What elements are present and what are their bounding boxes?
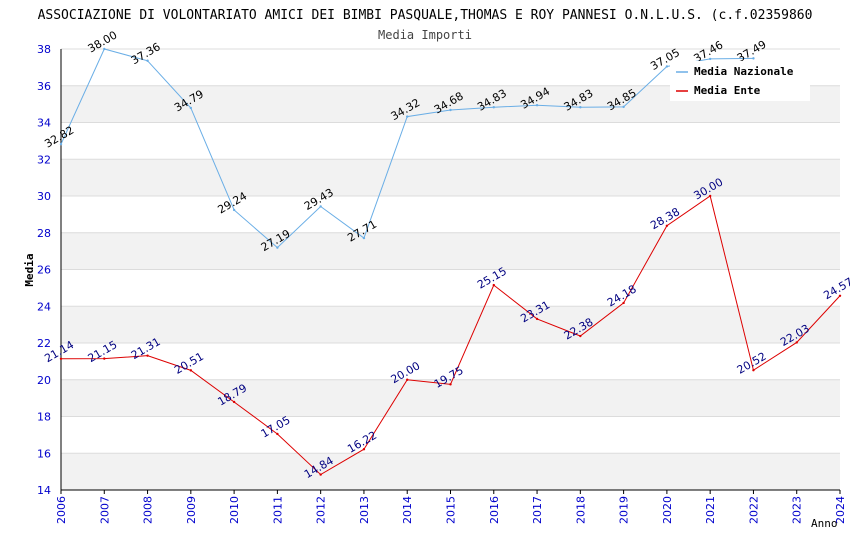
data-point bbox=[59, 142, 63, 146]
x-tick-label: 2009 bbox=[185, 496, 198, 524]
data-point bbox=[579, 334, 582, 338]
data-point bbox=[146, 59, 149, 62]
x-tick-label: 2010 bbox=[228, 496, 241, 524]
data-point bbox=[752, 57, 755, 60]
data-point bbox=[319, 473, 322, 476]
data-point bbox=[406, 378, 409, 381]
series-lines bbox=[59, 47, 842, 476]
data-point bbox=[319, 205, 322, 208]
y-tick-label: 20 bbox=[37, 374, 51, 387]
x-tick-label: 2016 bbox=[488, 496, 501, 524]
y-tick-label: 18 bbox=[37, 411, 51, 424]
data-point bbox=[103, 357, 106, 360]
plot-band bbox=[61, 379, 840, 417]
x-tick-label: 2019 bbox=[618, 496, 631, 524]
x-tick-label: 2020 bbox=[661, 496, 674, 524]
y-tick-label: 30 bbox=[37, 190, 51, 203]
y-tick-label: 26 bbox=[37, 264, 51, 277]
data-point bbox=[103, 47, 106, 51]
x-tick-label: 2013 bbox=[358, 496, 371, 524]
x-tick-label: 2007 bbox=[98, 496, 111, 524]
data-point bbox=[579, 106, 582, 109]
legend-box bbox=[670, 61, 810, 101]
plot-band bbox=[61, 416, 840, 454]
x-tick-label: 2012 bbox=[315, 496, 328, 524]
x-tick-label: 2015 bbox=[445, 496, 458, 524]
chart-subtitle: Media Importi bbox=[378, 28, 472, 42]
data-point bbox=[232, 208, 236, 212]
data-point bbox=[492, 283, 495, 287]
data-point bbox=[449, 108, 452, 112]
data-point bbox=[232, 400, 236, 404]
x-axis-label: Anno bbox=[811, 517, 838, 530]
y-tick-label: 38 bbox=[37, 43, 51, 56]
legend: Media Nazionale Media Ente bbox=[670, 61, 810, 101]
data-point bbox=[492, 106, 495, 109]
legend-label-media-ente: Media Ente bbox=[694, 84, 761, 97]
x-tick-label: 2014 bbox=[401, 496, 414, 524]
x-tick-label: 2022 bbox=[747, 496, 760, 524]
data-point bbox=[276, 246, 279, 249]
x-tick-label: 2017 bbox=[531, 496, 544, 524]
y-tick-label: 16 bbox=[37, 447, 51, 460]
plot-band bbox=[61, 122, 840, 160]
plot-band bbox=[61, 453, 840, 490]
y-tick-label: 24 bbox=[37, 300, 51, 313]
data-point bbox=[622, 105, 625, 109]
x-tick-label: 2006 bbox=[55, 496, 68, 524]
data-point bbox=[622, 301, 625, 305]
data-point bbox=[708, 194, 712, 198]
x-tick-label: 2011 bbox=[271, 496, 284, 524]
x-tick-label: 2021 bbox=[704, 496, 717, 524]
data-point bbox=[59, 357, 63, 361]
plot-band bbox=[61, 269, 840, 307]
x-tick-label: 2024 bbox=[834, 496, 847, 524]
y-tick-label: 34 bbox=[37, 117, 51, 130]
y-axis-label: Media bbox=[23, 253, 36, 286]
data-point bbox=[795, 341, 798, 344]
plot-background bbox=[61, 49, 840, 490]
chart-title: ASSOCIAZIONE DI VOLONTARIATO AMICI DEI B… bbox=[38, 8, 813, 23]
plot-band bbox=[61, 343, 840, 380]
plot-band bbox=[61, 196, 840, 233]
data-point bbox=[838, 294, 842, 297]
y-tick-label: 22 bbox=[37, 337, 51, 350]
data-point bbox=[708, 57, 712, 61]
plot-band bbox=[61, 159, 840, 196]
data-point bbox=[146, 354, 149, 357]
data-point bbox=[449, 383, 452, 386]
data-point bbox=[189, 369, 193, 372]
x-tick-label: 2023 bbox=[791, 496, 804, 524]
data-point bbox=[665, 65, 669, 68]
data-point bbox=[535, 317, 539, 321]
data-point bbox=[276, 432, 279, 436]
plot-band bbox=[61, 232, 840, 270]
data-point bbox=[406, 115, 409, 118]
y-tick-label: 36 bbox=[37, 80, 51, 93]
data-point bbox=[752, 368, 755, 372]
data-point bbox=[362, 236, 366, 240]
x-tick-label: 2018 bbox=[574, 496, 587, 524]
x-axis-ticks: 2006 2007 2008 2009 2010 2011 2012 2013 2014 2015… bbox=[55, 490, 847, 524]
y-axis-ticks: 14 16 18 20 22 24 26 28 30 32 34 36 38 bbox=[37, 43, 51, 497]
y-tick-label: 28 bbox=[37, 227, 51, 240]
legend-label-media-nazionale: Media Nazionale bbox=[694, 65, 794, 78]
plot-band bbox=[61, 306, 840, 343]
y-tick-label: 14 bbox=[37, 484, 51, 497]
y-tick-label: 32 bbox=[37, 153, 51, 166]
data-point bbox=[535, 104, 539, 107]
x-tick-label: 2008 bbox=[142, 496, 155, 524]
data-point bbox=[362, 448, 366, 451]
data-point bbox=[189, 106, 193, 110]
data-point bbox=[665, 224, 669, 227]
